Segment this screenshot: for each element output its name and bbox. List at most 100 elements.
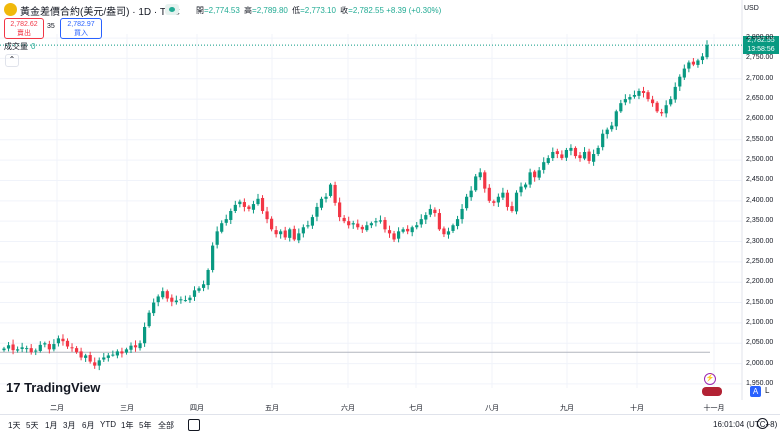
candle-body (220, 223, 224, 232)
candle-body (315, 206, 319, 217)
clock[interactable]: 16:01:04 (UTC+8) (713, 420, 778, 429)
candle-body (115, 351, 119, 356)
timeframe-button[interactable]: 5年 (139, 421, 152, 430)
timeframe-button[interactable]: 全部 (158, 421, 174, 430)
candle-body (650, 99, 655, 104)
sell-button[interactable]: 2,782.62 賣出 (4, 18, 44, 39)
candle-body (392, 233, 396, 240)
x-tick-label: 五月 (265, 405, 279, 412)
us-flag-icon[interactable] (702, 387, 722, 396)
candle-body (301, 227, 305, 234)
candle-body (224, 219, 228, 223)
candle-body (523, 184, 528, 188)
timeframe-button[interactable]: 5天 (26, 421, 39, 430)
candle-body (242, 202, 246, 207)
candle-body (183, 300, 188, 302)
x-tick-label: 四月 (190, 405, 204, 412)
candle-body (61, 338, 65, 342)
x-tick-label: 十月 (630, 405, 644, 412)
candle-body (260, 197, 265, 211)
candle-body (641, 90, 646, 93)
candle-body (138, 343, 142, 349)
y-tick-label: 2,100.00 (746, 318, 774, 326)
candle-body (442, 228, 446, 235)
buy-button[interactable]: 2,782.97 買入 (60, 18, 102, 39)
candle-body (229, 211, 233, 220)
y-tick-label: 2,350.00 (746, 217, 774, 225)
candle-body (601, 133, 605, 148)
symbol-title[interactable]: 黃金差價合約(美元/盎司) · 1D · TVC (20, 7, 180, 18)
candle-body (29, 348, 33, 353)
candle-body (274, 230, 278, 235)
candle-body (632, 95, 637, 97)
currency-selector[interactable]: USD (744, 5, 759, 12)
candle-body (93, 362, 97, 366)
log-scale-button[interactable]: L (765, 386, 770, 395)
candle-body (451, 225, 455, 231)
candle-body (306, 225, 310, 227)
candle-body (38, 344, 42, 351)
y-tick-label: 2,700.00 (746, 74, 774, 82)
auto-scale-button[interactable]: A (750, 386, 761, 397)
tradingview-logo[interactable]: 17 TradingView (6, 380, 100, 395)
candle-body (2, 348, 6, 351)
candle-body (328, 184, 333, 196)
candle-body (70, 347, 74, 349)
candle-body (351, 223, 355, 225)
candle-body (338, 202, 342, 218)
candle-body (474, 176, 478, 191)
price-chart[interactable] (0, 0, 780, 400)
candle-body (47, 344, 51, 350)
candle-body (369, 223, 373, 226)
candle-body (56, 338, 61, 344)
candle-body (279, 231, 283, 235)
candle-body (152, 302, 156, 314)
ohlc-open-value: =2,774.53 (204, 6, 240, 15)
y-tick-label: 2,150.00 (746, 298, 774, 306)
eye-icon[interactable] (165, 4, 179, 15)
calendar-icon[interactable] (188, 419, 200, 431)
candle-body (705, 45, 709, 58)
bar-countdown: 13:58:56 (747, 46, 775, 53)
candle-body (238, 201, 242, 205)
gear-icon[interactable] (757, 418, 768, 429)
candle-body (43, 343, 47, 345)
candle-body (342, 217, 346, 222)
timeframe-button[interactable]: 6月 (82, 421, 95, 430)
candle-body (542, 162, 546, 170)
candle-body (546, 158, 550, 163)
candle-body (519, 186, 523, 193)
candle-body (319, 198, 324, 208)
ohlc-close-value: =2,782.55 +8.39 (+0.30%) (348, 6, 442, 15)
timeframe-button[interactable]: 1年 (121, 421, 134, 430)
candle-body (365, 225, 369, 231)
collapse-button[interactable]: ⌃ (5, 54, 19, 67)
candle-body (428, 208, 432, 215)
ohlc-low-key: 低 (292, 6, 301, 15)
candle-body (437, 213, 442, 230)
y-tick-label: 2,500.00 (746, 156, 774, 164)
candle-body (514, 192, 519, 212)
timeframe-button[interactable]: 1天 (8, 421, 21, 430)
candle-body (465, 196, 469, 209)
timeframe-button[interactable]: 1月 (45, 421, 58, 430)
ohlc-close-key: 收 (340, 6, 349, 15)
timeframe-button[interactable]: YTD (100, 420, 116, 429)
candle-body (660, 112, 664, 114)
candle-body (501, 192, 505, 198)
y-tick-label: 2,650.00 (746, 95, 774, 103)
candle-body (469, 190, 473, 198)
candle-body (206, 270, 210, 286)
ohlc-open-key: 開 (196, 6, 204, 15)
candle-body (673, 86, 677, 100)
candle-body (251, 204, 256, 210)
candle-body (419, 219, 423, 225)
candle-body (637, 90, 641, 96)
candle-body (20, 347, 24, 349)
last-price: 2,782.55 (747, 37, 775, 44)
lightning-icon[interactable]: ⚡ (704, 373, 716, 385)
timeframe-button[interactable]: 3月 (63, 421, 76, 430)
volume-legend: 成交量 0 (4, 41, 35, 52)
candle-body (387, 230, 392, 234)
logo-text: TradingView (24, 380, 101, 395)
